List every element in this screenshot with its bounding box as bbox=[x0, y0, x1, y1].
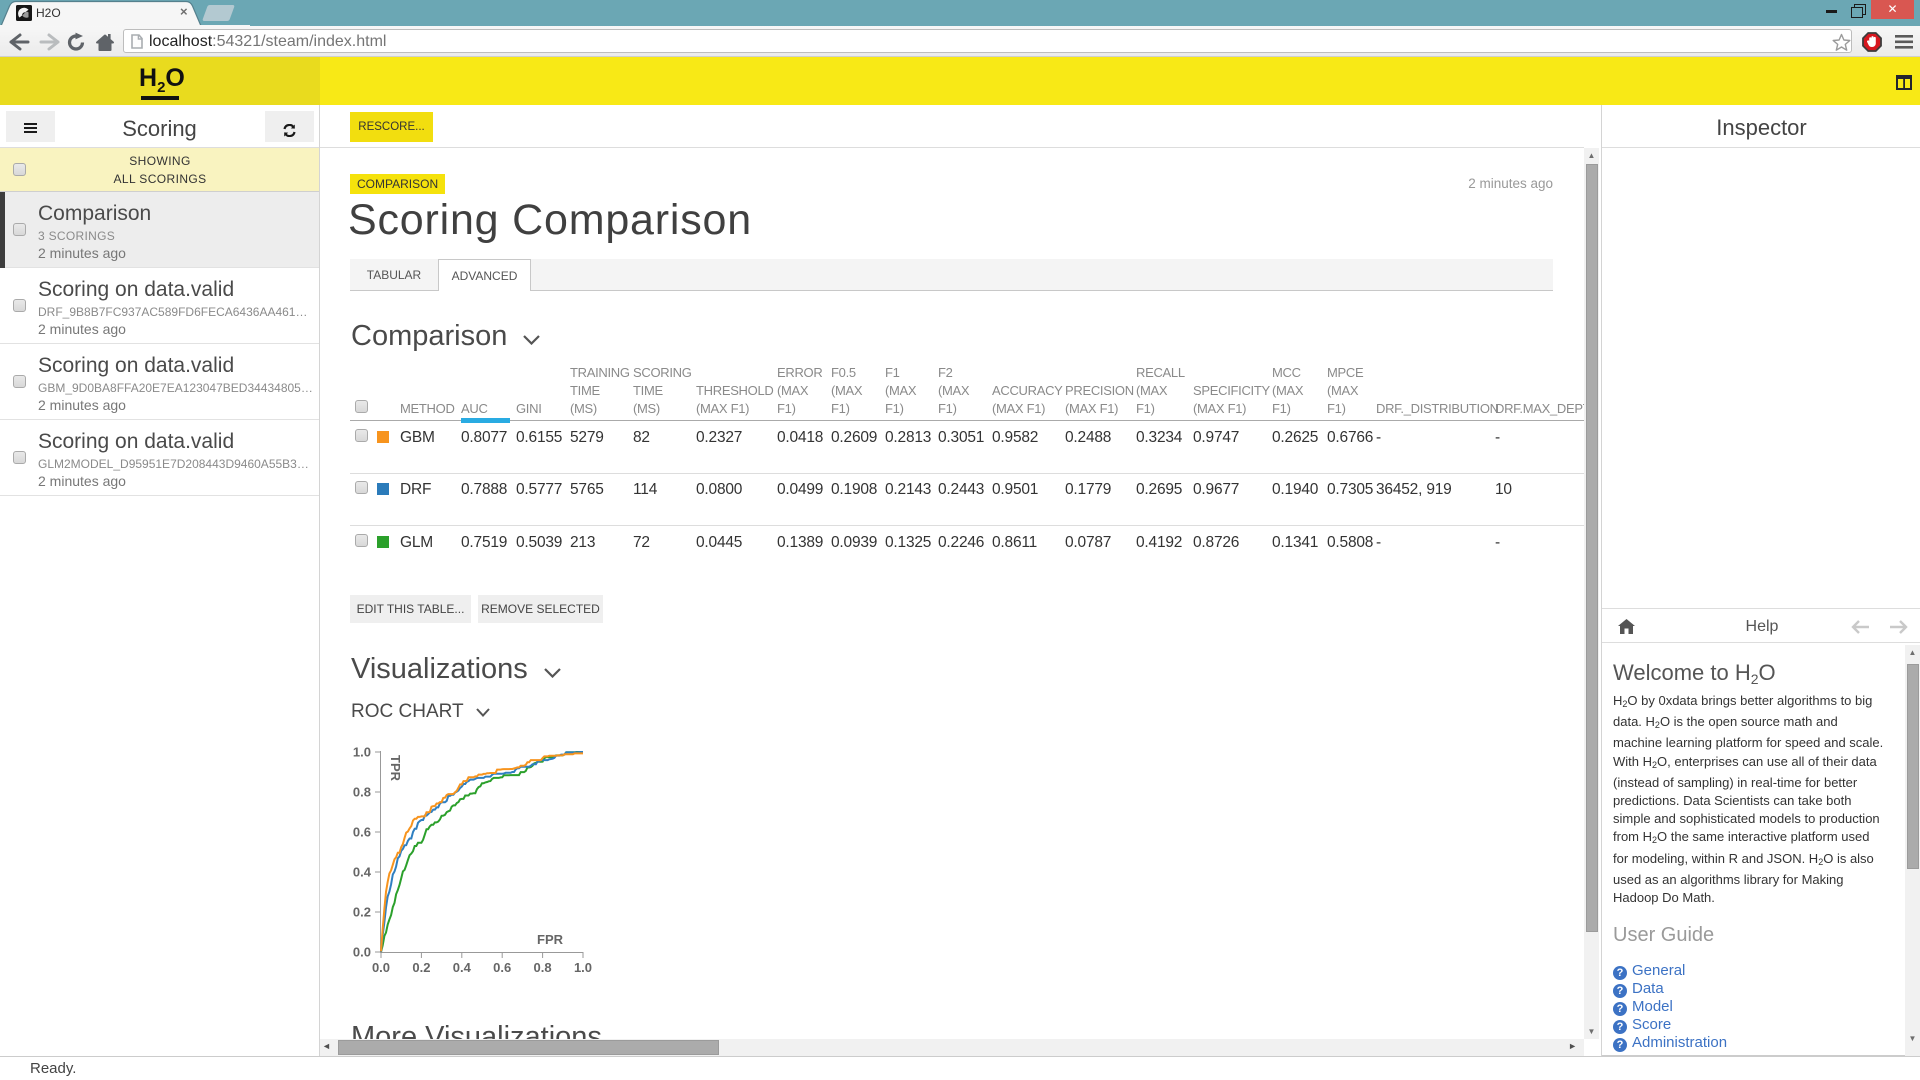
svg-text:0.4: 0.4 bbox=[453, 960, 472, 975]
svg-text:0.8: 0.8 bbox=[353, 785, 371, 800]
svg-text:0.0: 0.0 bbox=[372, 960, 390, 975]
svg-text:1.0: 1.0 bbox=[353, 745, 371, 760]
svg-text:FPR: FPR bbox=[537, 932, 564, 947]
svg-text:0.2: 0.2 bbox=[412, 960, 430, 975]
svg-text:0.2: 0.2 bbox=[353, 905, 371, 920]
svg-text:TPR: TPR bbox=[388, 755, 403, 782]
svg-text:0.6: 0.6 bbox=[353, 825, 371, 840]
svg-text:1.0: 1.0 bbox=[574, 960, 592, 975]
svg-text:0.0: 0.0 bbox=[353, 945, 371, 960]
svg-text:0.4: 0.4 bbox=[353, 865, 372, 880]
svg-text:0.6: 0.6 bbox=[493, 960, 511, 975]
svg-text:0.8: 0.8 bbox=[534, 960, 552, 975]
